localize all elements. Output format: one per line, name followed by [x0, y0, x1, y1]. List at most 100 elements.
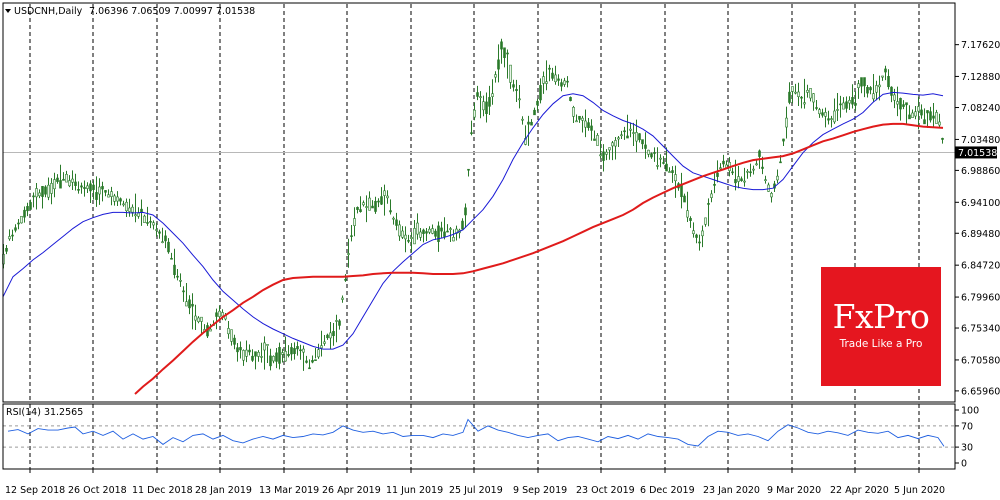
candle-body	[164, 235, 167, 242]
candle-body	[815, 107, 818, 109]
time-tick-label: 25 Jul 2019	[449, 485, 503, 496]
candle-body	[293, 348, 296, 354]
candle-body	[860, 77, 863, 87]
candle-body	[647, 149, 650, 155]
candle-body	[173, 264, 176, 275]
price-tick-label: 6.65960	[961, 386, 1000, 397]
candle-body	[884, 68, 887, 73]
candle-body	[545, 81, 548, 84]
time-tick-label: 6 Dec 2019	[640, 485, 695, 496]
candle-body	[158, 231, 161, 234]
candle-body	[131, 206, 134, 213]
candle-body	[272, 356, 275, 362]
candle-body	[74, 181, 77, 186]
candle-body	[875, 85, 878, 93]
candle-body	[5, 247, 8, 252]
candle-body	[914, 111, 917, 117]
candle-body	[446, 230, 449, 233]
candle-body	[635, 132, 638, 142]
candle-body	[167, 241, 170, 253]
time-tick-label: 23 Oct 2019	[576, 485, 635, 496]
rsi-line	[7, 418, 945, 447]
candle-body	[689, 218, 692, 221]
candle-body	[707, 203, 710, 205]
candle-body	[350, 235, 353, 237]
candle-body	[92, 184, 95, 190]
price-tick-label: 6.70580	[961, 355, 1000, 366]
candle-body	[569, 97, 572, 101]
chart-header: USDCNH,Daily 7.06396 7.06509 7.00997 7.0…	[5, 6, 255, 17]
candle-body	[380, 196, 383, 205]
candle-body	[44, 186, 47, 195]
candle-body	[800, 96, 803, 99]
price-tick-label: 7.17620	[961, 40, 1000, 51]
candle-body	[857, 83, 860, 88]
candle-body	[638, 133, 641, 141]
candle-body	[146, 222, 149, 224]
candle-body	[410, 237, 413, 239]
candle-body	[245, 349, 248, 357]
time-axis: 12 Sep 2018 26 Oct 2018 11 Dec 2018 28 Jan …	[5, 469, 945, 496]
candle-body	[665, 163, 668, 172]
candle-body	[662, 162, 665, 164]
candle-body	[581, 117, 584, 121]
candle-body	[752, 168, 755, 171]
candle-body	[626, 135, 629, 139]
candle-body	[869, 87, 872, 91]
candle-body	[653, 152, 656, 154]
candle-body	[119, 198, 122, 202]
rsi-tick-label: 100	[961, 406, 979, 417]
candle-body	[617, 137, 620, 140]
candle-body	[374, 200, 377, 212]
candle-body	[530, 121, 533, 126]
candle-body	[611, 142, 614, 147]
price-tick-label: 6.89480	[961, 229, 1000, 240]
candle-body	[791, 86, 794, 92]
candle-body	[935, 112, 938, 124]
candle-body	[242, 350, 245, 361]
candle-body	[656, 165, 659, 167]
candle-body	[323, 341, 326, 344]
ohlc-values: 7.06396 7.06509 7.00997 7.01538	[89, 6, 255, 17]
time-tick-label: 11 Jun 2019	[386, 485, 443, 496]
candle-body	[251, 355, 254, 361]
candle-body	[431, 228, 434, 234]
candle-body	[155, 229, 158, 231]
candle-body	[872, 93, 875, 100]
candle-body	[824, 112, 827, 117]
last-price-value: 7.01538	[958, 148, 997, 159]
candle-body	[356, 207, 359, 210]
candle-body	[599, 154, 602, 157]
candle-body	[311, 360, 314, 363]
time-tick-label: 13 Mar 2019	[259, 485, 319, 496]
candle-body	[737, 176, 740, 182]
candle-body	[587, 122, 590, 129]
candle-body	[770, 193, 773, 198]
candle-body	[785, 117, 788, 128]
candle-body	[818, 109, 821, 115]
candle-body	[473, 109, 476, 118]
candle-body	[749, 171, 752, 174]
candle-body	[29, 202, 32, 210]
candle-body	[479, 96, 482, 98]
candle-body	[896, 101, 899, 105]
candle-body	[734, 179, 737, 184]
candle-body	[590, 125, 593, 131]
candle-body	[593, 138, 596, 141]
candle-body	[263, 342, 266, 351]
candle-body	[353, 218, 356, 226]
candle-body	[218, 310, 221, 317]
candle-body	[113, 195, 116, 202]
candle-body	[881, 75, 884, 78]
price-tick-label: 7.08240	[961, 103, 1000, 114]
candle-body	[83, 187, 86, 189]
candle-body	[476, 92, 479, 97]
candle-body	[38, 192, 41, 197]
candle-body	[629, 128, 632, 131]
time-tick-label: 9 Sep 2019	[513, 485, 567, 496]
candle-body	[110, 191, 113, 197]
candle-body	[320, 345, 323, 349]
candle-body	[305, 360, 308, 363]
